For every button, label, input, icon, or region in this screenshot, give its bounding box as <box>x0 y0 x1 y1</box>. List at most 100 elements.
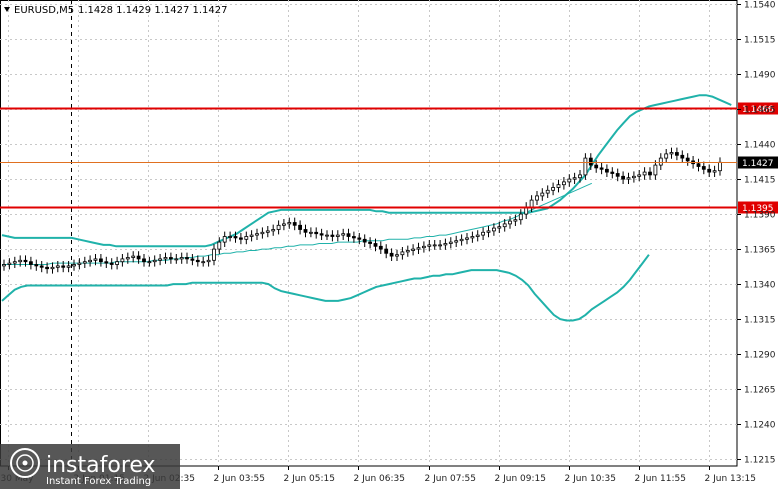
logo-brand-text: instaforex <box>46 453 156 478</box>
price-tick-label: 1.1290 <box>744 351 776 361</box>
candle-body <box>271 229 276 232</box>
candle-body <box>50 266 55 270</box>
price-tick-label: 1.1540 <box>744 1 776 11</box>
candle-body <box>675 152 679 156</box>
candle-body <box>465 237 469 240</box>
candle-body <box>325 234 329 237</box>
candle-body <box>308 231 313 234</box>
candle-body <box>535 195 539 201</box>
candle-body <box>395 254 399 257</box>
candle-body <box>228 236 233 238</box>
candle-body <box>2 264 6 267</box>
time-tick-label: 2 Jun 13:15 <box>705 474 756 484</box>
candle-body <box>578 174 582 179</box>
candle-body <box>637 174 642 177</box>
candle-body <box>265 230 270 233</box>
candle-body <box>7 262 12 265</box>
candle-body <box>594 164 599 169</box>
candle-body <box>718 161 722 172</box>
candle-body <box>427 244 432 247</box>
candle-body <box>567 178 572 183</box>
time-tick-label: 2 Jun 05:15 <box>284 474 335 484</box>
candle-body <box>556 184 561 188</box>
candle-body <box>82 261 87 264</box>
level-price-badge <box>738 201 778 214</box>
candle-body <box>562 181 566 186</box>
time-tick-label: 2 Jun 07:55 <box>425 474 476 484</box>
chart-header: EURUSD,M5 1.1428 1.1429 1.1427 1.1427 <box>4 5 228 16</box>
candle-body <box>77 262 82 265</box>
time-tick-label: 2 Jun 06:35 <box>354 474 405 484</box>
candle-body <box>319 233 324 236</box>
price-tick-label: 1.1365 <box>744 246 776 256</box>
ohlc-readout: 1.1428 1.1429 1.1427 1.1427 <box>78 5 228 16</box>
candle-body <box>605 168 609 173</box>
candlestick-series <box>2 147 722 274</box>
candle-body <box>588 157 593 166</box>
candle-body <box>551 187 555 191</box>
candle-body <box>34 264 39 267</box>
candle-body <box>174 258 179 261</box>
candle-body <box>384 248 389 254</box>
candle-body <box>142 258 146 263</box>
candle-body <box>481 231 486 236</box>
candle-body <box>147 261 152 264</box>
candle-body <box>99 258 103 263</box>
candle-body <box>131 255 136 258</box>
candle-body <box>158 258 163 261</box>
collapse-triangle-icon[interactable] <box>4 7 10 12</box>
candle-body <box>287 222 292 225</box>
candle-body <box>529 199 534 208</box>
candle-body <box>508 220 512 225</box>
price-tick-label: 1.1515 <box>744 36 776 46</box>
candle-body <box>136 255 141 260</box>
candle-body <box>341 233 346 236</box>
candle-body <box>669 152 674 155</box>
current-price-badge <box>738 156 778 169</box>
candle-body <box>206 259 211 263</box>
candle-body <box>238 237 243 240</box>
candle-body <box>416 247 421 250</box>
candle-body <box>120 258 125 263</box>
candle-body <box>540 192 545 197</box>
candle-body <box>28 261 33 265</box>
candle-body <box>233 236 238 239</box>
candle-body <box>109 262 114 265</box>
candle-body <box>18 259 23 263</box>
time-tick-label: 2 Jun 03:55 <box>214 474 265 484</box>
bollinger-upper-line <box>1 94 732 248</box>
candle-body <box>115 261 119 265</box>
logo-inner-ring-icon <box>16 454 34 472</box>
candle-body <box>648 171 652 176</box>
symbol-label: EURUSD,M5 <box>14 5 74 16</box>
candle-body <box>185 257 189 260</box>
chart-grid <box>0 0 738 467</box>
candle-body <box>389 252 394 257</box>
candle-body <box>685 157 690 162</box>
instaforex-logo: instaforex Instant Forex Trading <box>0 444 180 489</box>
candle-body <box>61 265 66 268</box>
candle-body <box>642 171 647 176</box>
candle-body <box>411 248 416 251</box>
candle-body <box>23 259 28 263</box>
candle-body <box>658 157 663 166</box>
candle-body <box>125 257 130 260</box>
candle-body <box>195 259 200 263</box>
candle-body <box>39 265 44 268</box>
level-lines: 1.1466 1.1395 1.1427 <box>0 102 778 214</box>
candle-body <box>632 175 636 179</box>
candle-body <box>707 168 712 173</box>
candle-body <box>405 250 410 253</box>
candle-body <box>626 177 631 180</box>
candle-body <box>572 177 577 180</box>
candle-body <box>696 163 701 167</box>
candle-body <box>491 227 496 232</box>
price-tick-label: 1.1215 <box>744 456 776 466</box>
candle-body <box>400 251 405 256</box>
level-price-label: 1.1466 <box>742 105 774 115</box>
candle-body <box>470 236 475 239</box>
candle-body <box>152 259 157 263</box>
candle-body <box>513 219 518 222</box>
